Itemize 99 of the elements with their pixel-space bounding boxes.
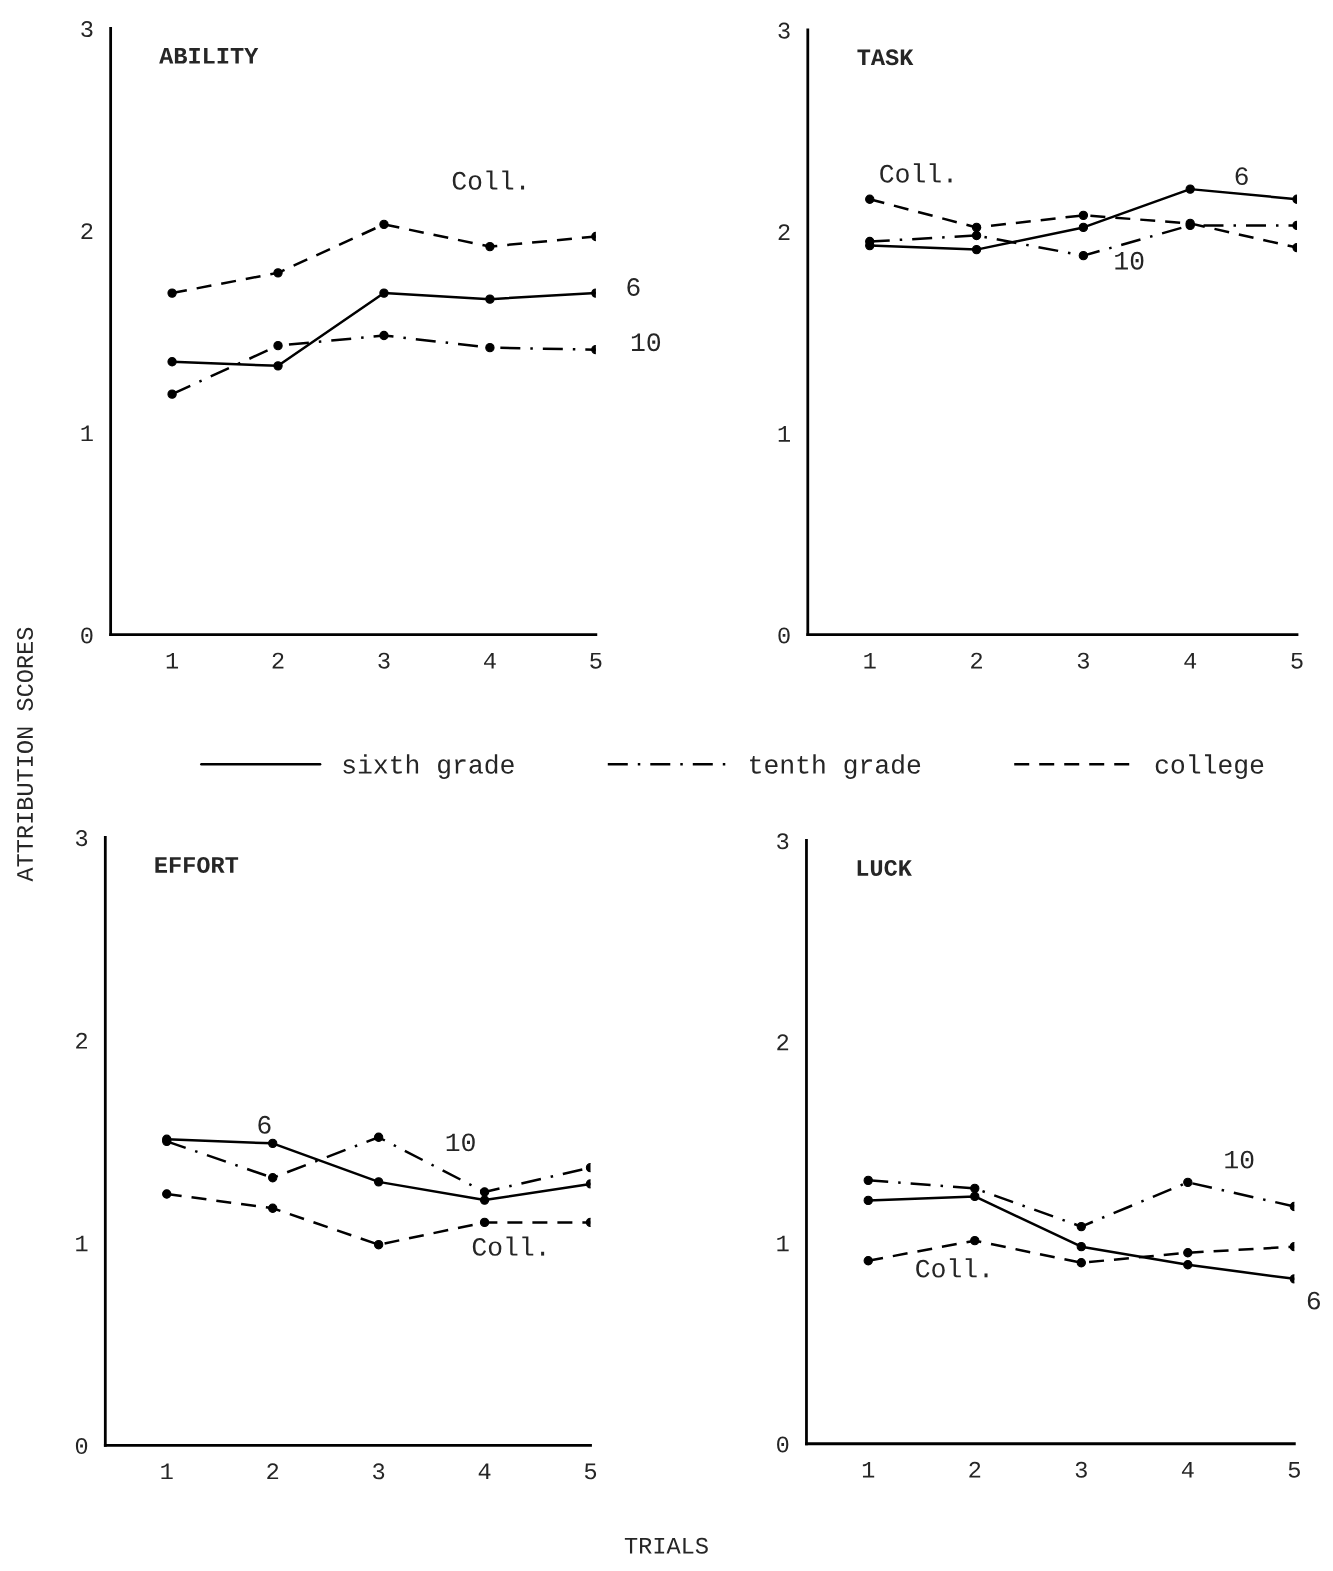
point [865,194,875,204]
x-tick-label: 5 [590,652,602,669]
point [479,1217,490,1228]
point [167,389,177,399]
point [268,1173,278,1183]
x-tick-label: 5 [1288,1461,1300,1478]
x-tick-label: 2 [267,1463,279,1480]
annotation: 6 [258,1115,271,1134]
y-tick-label: 2 [76,1032,87,1049]
y-tick-label: 3 [777,833,789,850]
x-tick-label: 4 [484,652,496,669]
x-tick-label: 3 [1075,1461,1087,1478]
point [273,361,283,371]
x-tick-label: 1 [864,652,876,669]
point [167,288,177,298]
y-tick-label: 0 [778,627,790,644]
point [273,268,283,278]
legend-label: tenth grade [750,754,921,779]
x-tick-label: 2 [272,652,284,669]
point [373,1177,384,1187]
point [1076,1242,1086,1252]
y-tick-label: 3 [81,21,93,38]
annotation: 6 [627,278,640,296]
y-tick-label: 0 [777,1436,789,1453]
point [1078,222,1089,233]
point [970,1235,980,1246]
y-tick-label: 0 [75,1438,88,1455]
point [863,1175,873,1186]
annotation: Coll. [916,1258,988,1278]
annotation: Coll. [880,163,952,183]
point [479,1187,490,1197]
point [1076,1221,1086,1232]
point [485,241,495,252]
point [373,1240,384,1250]
annotation: Coll. [472,1236,545,1256]
point [379,330,389,341]
x-tick-label: 1 [161,1463,173,1480]
annotation: 6 [1235,167,1248,186]
point [970,1183,980,1194]
x-tick-label: 4 [1181,1461,1194,1478]
point [379,288,389,298]
point [162,1189,172,1199]
point [1183,1177,1193,1188]
point [1078,250,1089,261]
point [268,1138,278,1149]
y-tick-label: 2 [81,223,93,239]
y-tick-label: 1 [777,1235,789,1252]
point [1078,210,1089,221]
point [863,1195,873,1206]
annotation: 6 [1307,1291,1320,1310]
legend-label: college [1155,754,1264,779]
text: TASK [857,49,914,66]
text: ABILITY [159,48,259,64]
point [1183,1260,1193,1270]
point [273,340,283,351]
annotation: 10 [1225,1150,1254,1169]
x-tick-label: 3 [378,652,390,669]
y-tick-label: 3 [778,22,790,39]
x-tick-label: 5 [584,1463,597,1480]
annotation: 10 [1115,251,1144,270]
x-tick-label: 4 [1184,652,1197,669]
text: EFFORT [155,856,239,873]
y-tick-label: 1 [81,425,93,442]
point [863,1256,873,1266]
point [1183,1248,1193,1258]
y-axis-title: ATTRIBUTION SCORES [16,627,33,882]
annotation: 10 [631,333,661,352]
y-tick-label: 3 [75,830,88,847]
point [971,230,982,241]
point [485,342,495,353]
annotation: 10 [446,1133,475,1152]
x-tick-label: 4 [478,1463,491,1480]
point [971,222,982,233]
annotation: Coll. [452,170,525,190]
y-tick-label: 1 [778,426,790,442]
point [268,1203,278,1213]
point [479,1195,490,1205]
point [379,219,389,230]
legend-label: sixth grade [343,754,514,779]
y-tick-label: 1 [76,1235,88,1252]
x-tick-label: 3 [1077,652,1089,669]
point [373,1132,384,1142]
x-tick-label: 5 [1291,652,1303,669]
y-tick-label: 2 [777,1034,789,1051]
x-axis-title: TRIALS [624,1537,708,1554]
point [1185,184,1195,194]
y-tick-label: 2 [778,224,790,241]
x-tick-label: 3 [373,1463,385,1480]
x-tick-label: 1 [166,652,179,669]
y-tick-label: 0 [81,627,93,644]
point [1076,1258,1086,1268]
x-tick-label: 1 [862,1461,875,1478]
point [485,294,495,304]
text: LUCK [857,859,912,876]
point [970,1191,980,1202]
x-tick-label: 2 [969,1461,981,1478]
x-tick-label: 2 [971,652,982,669]
point [167,357,177,367]
point [971,244,982,255]
